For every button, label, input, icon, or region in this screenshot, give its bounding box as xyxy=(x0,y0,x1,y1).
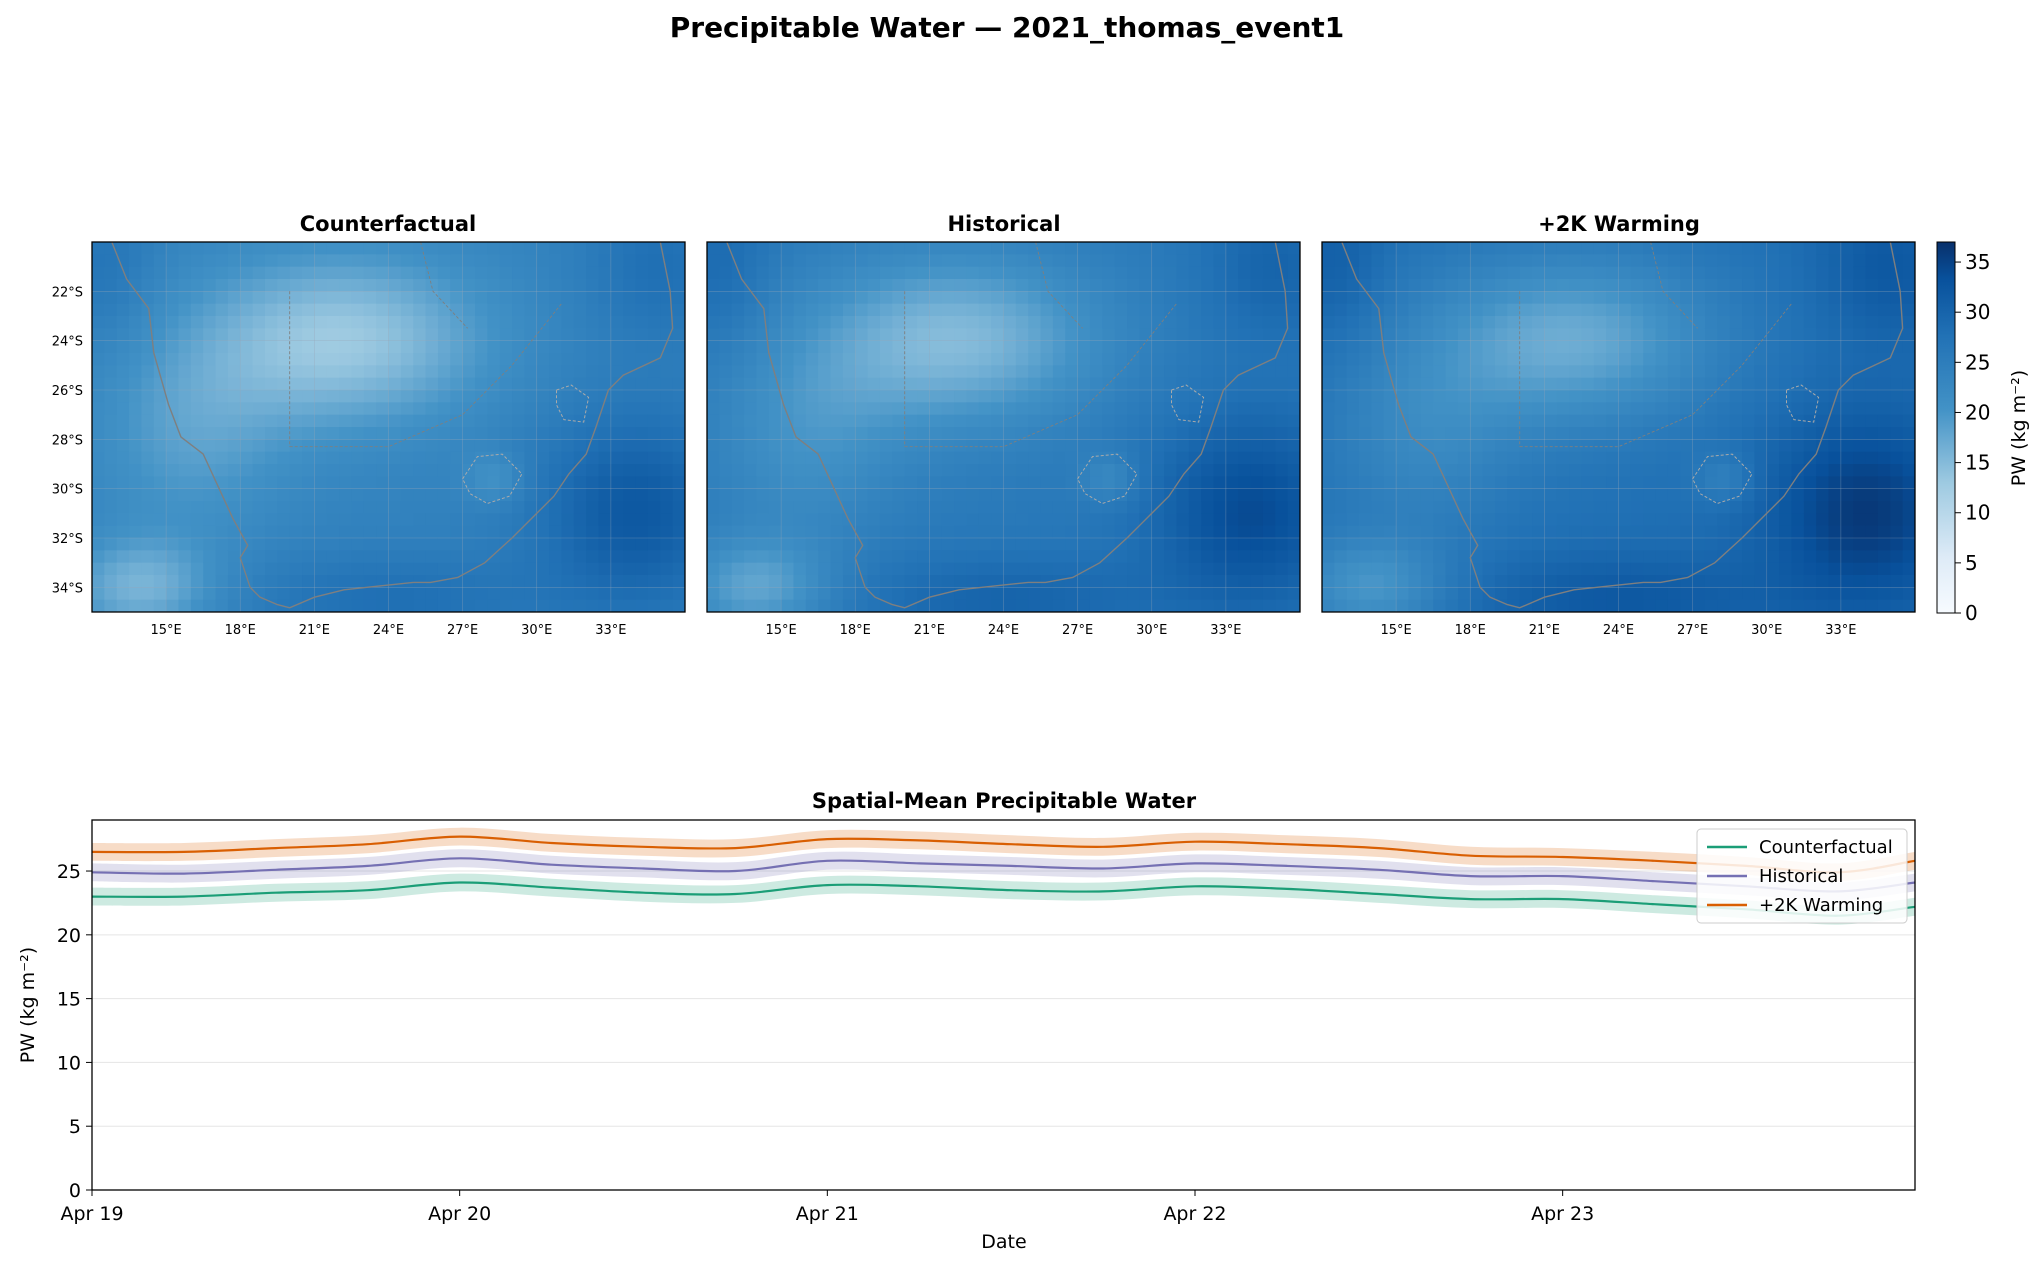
coastline xyxy=(726,242,1289,609)
country-border xyxy=(556,384,590,423)
series-line-0 xyxy=(91,881,1916,917)
coastline xyxy=(1341,242,1904,609)
chart-legend: Counterfactual Historical +2K Warming xyxy=(1696,828,1908,924)
y-tick-label: 15 xyxy=(57,989,81,1011)
map-title: Counterfactual xyxy=(300,212,477,236)
map-title: Historical xyxy=(947,212,1060,236)
country-border xyxy=(1519,303,1792,448)
country-border xyxy=(462,453,523,505)
map-title: +2K Warming xyxy=(1538,212,1700,236)
country-border xyxy=(904,303,1177,448)
lon-tick-label: 15°E xyxy=(150,623,181,638)
colorbar-tick-label: 20 xyxy=(1965,400,1990,424)
lon-tick-label: 27°E xyxy=(1062,623,1093,638)
lon-tick-label: 18°E xyxy=(1455,623,1486,638)
map-frame xyxy=(91,241,686,613)
country-border xyxy=(420,242,468,329)
lat-tick-label: 30°S xyxy=(52,483,83,498)
chart-ylabel: PW (kg m⁻²) xyxy=(17,947,39,1063)
map-panel-warming: +2K Warming 15°E 18°E 21°E 24°E 27°E 30°E 33°E xyxy=(1321,212,1916,638)
legend-label: +2K Warming xyxy=(1759,895,1883,916)
country-border xyxy=(1786,384,1820,423)
lon-tick-label: 33°E xyxy=(1210,623,1241,638)
map-panel-historical: Historical 15°E 18°E 21°E 24°E 27°E 30°E 33°E xyxy=(706,212,1301,638)
colorbar-tick-label: 25 xyxy=(1965,350,1990,374)
country-border xyxy=(1692,453,1753,505)
legend-label: Counterfactual xyxy=(1759,837,1893,858)
lon-tick-label: 33°E xyxy=(1825,623,1856,638)
lon-tick-label: 27°E xyxy=(447,623,478,638)
country-border xyxy=(1171,384,1205,423)
lon-tick-label: 18°E xyxy=(225,623,256,638)
y-tick-label: 25 xyxy=(57,861,81,883)
legend-box xyxy=(1696,828,1908,924)
colorbar-tick-label: 15 xyxy=(1965,451,1990,475)
x-tick-label: Apr 21 xyxy=(796,1203,859,1225)
lon-tick-label: 30°E xyxy=(1136,623,1167,638)
coastline xyxy=(111,242,674,609)
colorbar: PW (kg m⁻²) 0 5 10 15 20 25 30 35 xyxy=(1936,241,2030,625)
y-tick-label: 10 xyxy=(57,1052,81,1074)
pw-field xyxy=(1322,242,1915,612)
colorbar-gradient xyxy=(1936,241,1956,614)
x-tick-label: Apr 20 xyxy=(428,1203,491,1225)
series-band-2 xyxy=(92,827,1915,882)
lon-tick-label: 21°E xyxy=(1529,623,1560,638)
legend-label: Historical xyxy=(1759,866,1843,887)
line-chart: Spatial-Mean Precipitable Water 0 5 10 15 20… xyxy=(17,789,1916,1253)
lon-tick-label: 30°E xyxy=(1751,623,1782,638)
series-band-1 xyxy=(92,849,1915,901)
pw-field xyxy=(92,242,685,612)
colorbar-tick-label: 35 xyxy=(1965,250,1990,274)
country-border xyxy=(1035,242,1083,329)
x-tick-label: Apr 23 xyxy=(1531,1203,1594,1225)
country-border xyxy=(1650,242,1698,329)
y-tick-label: 5 xyxy=(69,1116,81,1138)
x-tick-label: Apr 19 xyxy=(60,1203,123,1225)
x-tick-label: Apr 22 xyxy=(1163,1203,1226,1225)
map-panel-counterfactual: Counterfactual 15°E 18°E 21°E 24°E 27°E 30°E 3… xyxy=(52,212,686,638)
pw-field xyxy=(707,242,1300,612)
lon-tick-label: 18°E xyxy=(840,623,871,638)
series-line-1 xyxy=(91,857,1916,893)
map-frame xyxy=(706,241,1301,613)
lat-tick-label: 22°S xyxy=(52,285,83,300)
colorbar-tick-label: 10 xyxy=(1965,501,1990,525)
country-border xyxy=(289,303,562,448)
colorbar-tick-label: 5 xyxy=(1965,551,1978,575)
lon-tick-label: 24°E xyxy=(988,623,1019,638)
lon-tick-label: 24°E xyxy=(1603,623,1634,638)
map-frame xyxy=(1321,241,1916,613)
lon-tick-label: 33°E xyxy=(595,623,626,638)
lat-tick-label: 24°S xyxy=(52,335,83,350)
lat-tick-label: 34°S xyxy=(52,581,83,596)
country-border xyxy=(1077,453,1138,505)
lon-tick-label: 27°E xyxy=(1677,623,1708,638)
chart-frame xyxy=(91,819,1916,1191)
lat-tick-label: 28°S xyxy=(52,433,83,448)
lon-tick-label: 21°E xyxy=(914,623,945,638)
y-tick-label: 20 xyxy=(57,925,81,947)
lon-tick-label: 24°E xyxy=(373,623,404,638)
colorbar-tick-label: 0 xyxy=(1965,601,1978,625)
lat-tick-label: 32°S xyxy=(52,532,83,547)
lon-tick-label: 15°E xyxy=(1380,623,1411,638)
lon-tick-label: 21°E xyxy=(299,623,330,638)
lat-tick-label: 26°S xyxy=(52,384,83,399)
lon-tick-label: 30°E xyxy=(521,623,552,638)
colorbar-tick-label: 30 xyxy=(1965,300,1990,324)
y-tick-label: 0 xyxy=(69,1180,81,1202)
chart-xlabel: Date xyxy=(981,1231,1026,1253)
series-line-2 xyxy=(91,835,1916,874)
lon-tick-label: 15°E xyxy=(765,623,796,638)
colorbar-label: PW (kg m⁻²) xyxy=(2008,370,2030,486)
chart-title: Spatial-Mean Precipitable Water xyxy=(812,789,1197,813)
figure-title: Precipitable Water — 2021_thomas_event1 xyxy=(670,11,1345,44)
